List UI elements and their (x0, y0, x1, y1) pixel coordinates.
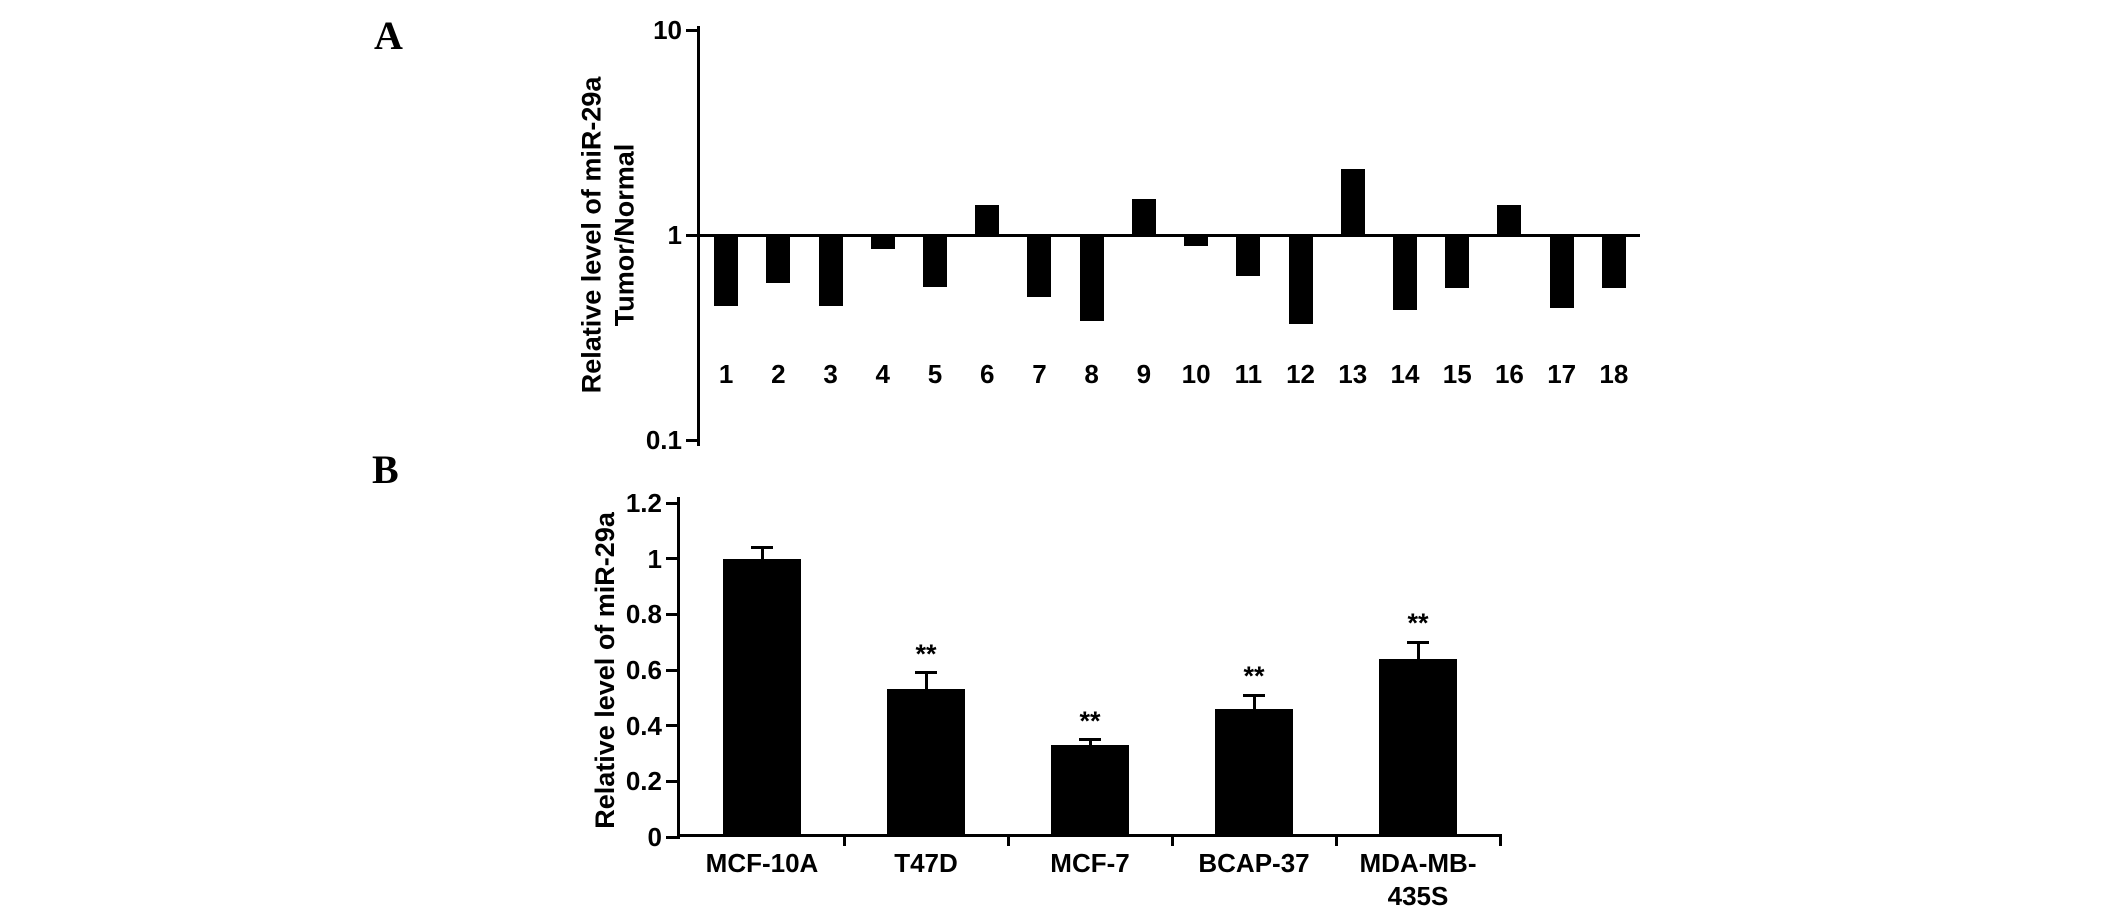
panel-a-x-tick-label: 17 (1547, 359, 1577, 389)
panel-b-x-tick (1334, 834, 1338, 846)
panel-a-x-tick-label: 18 (1599, 359, 1629, 389)
panel-b-y-tick-label: 0 (647, 822, 662, 852)
panel-b-x-tick (842, 834, 846, 846)
significance-marker-T47D: ** (915, 638, 937, 669)
significance-marker-BCAP-37: ** (1243, 661, 1265, 692)
panel-b-x-category-label: MCF-10A (705, 848, 819, 878)
bar-sample-17 (1549, 235, 1574, 309)
panel-b-y-tick-label: 0.8 (625, 599, 662, 630)
panel-a-x-tick-label: 10 (1181, 359, 1211, 389)
bar-sample-8 (1079, 235, 1104, 322)
panel-a-label: A (374, 13, 403, 58)
error-bar-line-BCAP-37 (1252, 695, 1256, 709)
bar-sample-10 (1184, 235, 1209, 247)
error-bar-cap-MDA-MB-435S (1407, 640, 1429, 644)
panel-b-y-tick (666, 779, 680, 783)
panel-b-x-tick (1006, 834, 1010, 846)
bar-sample-5 (923, 235, 947, 287)
panel-b-y-tick (666, 724, 680, 728)
panel-a-y-tick-label: 1 (667, 220, 682, 250)
panel-b-x-tick (1498, 834, 1502, 846)
bar-BCAP-37 (1215, 708, 1293, 834)
panel-b-y-tick-label: 1.2 (625, 488, 662, 518)
panel-a-y-tick-label: 0.1 (645, 425, 682, 455)
panel-a-x-tick-label: 15 (1442, 359, 1472, 389)
error-bar-line-MDA-MB-435S (1416, 642, 1420, 659)
error-bar-line-MCF-10A (760, 547, 764, 559)
bar-T47D (887, 689, 965, 834)
panel-b-y-axis-line (677, 497, 680, 837)
panel-a-y-tick (686, 438, 700, 442)
bar-sample-12 (1288, 235, 1313, 324)
panel-b-x-category-label: MDA-MB-435S (1359, 848, 1477, 911)
panel-a-x-tick-label: 6 (979, 359, 995, 389)
panel-b-y-tick (666, 835, 680, 839)
panel-b-y-tick (666, 557, 680, 561)
error-bar-cap-BCAP-37 (1243, 693, 1265, 697)
significance-marker-MCF-7: ** (1079, 705, 1101, 736)
bar-MCF-7 (1051, 745, 1129, 834)
error-bar-line-T47D (924, 672, 928, 690)
panel-a-y-tick (686, 28, 700, 32)
panel-b-y-tick (666, 501, 680, 505)
bar-sample-15 (1445, 235, 1470, 289)
bar-sample-3 (818, 235, 843, 307)
panel-a-x-tick-label: 4 (875, 359, 890, 389)
panel-b-y-tick (666, 668, 680, 672)
significance-marker-MDA-MB-435S: ** (1407, 608, 1429, 639)
panel-a-x-tick-label: 9 (1136, 359, 1152, 389)
panel-b-y-tick-label: 0.4 (625, 710, 662, 741)
panel-a-y-tick-label: 10 (653, 15, 682, 45)
panel-a-x-tick-label: 1 (718, 359, 734, 389)
panel-b-y-tick-label: 0.6 (625, 655, 662, 685)
panel-b-x-category-label: MCF-7 (1050, 848, 1130, 878)
error-bar-cap-MCF-7 (1079, 738, 1101, 742)
error-bar-cap-T47D (915, 671, 937, 675)
error-bar-line-MCF-7 (1088, 739, 1092, 746)
panel-a-x-tick-label: 7 (1032, 359, 1047, 389)
panel-a-x-tick-label: 11 (1234, 359, 1263, 389)
panel-a-x-tick-label: 13 (1338, 359, 1368, 389)
bar-sample-1 (714, 235, 739, 307)
panel-a-x-tick-label: 3 (823, 359, 838, 389)
bar-sample-14 (1393, 235, 1417, 311)
error-bar-cap-MCF-10A (751, 546, 773, 550)
panel-a-x-tick-label: 14 (1390, 359, 1420, 389)
bar-sample-2 (766, 235, 791, 284)
panel-a-x-tick-label: 2 (771, 359, 786, 389)
panel-b-x-category-label: BCAP-37 (1198, 848, 1310, 878)
bar-sample-11 (1236, 235, 1261, 277)
panel-b-y-tick (666, 612, 680, 616)
panel-b-y-tick-label: 0.2 (625, 766, 662, 797)
panel-a-x-tick-label: 5 (927, 359, 943, 389)
panel-b-x-category-label: T47D (894, 848, 958, 878)
panel-a-plot: 10 1 0.1 1 2 3 4 5 6 7 8 9 10 11 12 13 14 15 16 17 18 (646, 17, 1640, 453)
panel-a-x-tick-label: 12 (1286, 359, 1315, 389)
bar-MCF-10A (723, 558, 801, 834)
panel-b-y-tick-label: 1 (647, 543, 662, 574)
panel-a-x-tick-label: 16 (1494, 359, 1524, 389)
panel-b-label: B (372, 447, 399, 492)
panel-a-baseline (700, 233, 1640, 237)
bar-sample-18 (1601, 235, 1626, 289)
bar-sample-6 (975, 205, 1000, 235)
bar-sample-13 (1340, 168, 1365, 235)
bar-sample-4 (870, 235, 895, 250)
panel-b-x-tick (1170, 834, 1174, 846)
panel-a-y-tick (686, 233, 700, 237)
bar-sample-9 (1131, 198, 1156, 235)
bar-MDA-MB-435S (1379, 658, 1457, 834)
panel-b-plot: 0 0.2 0.4 0.6 0.8 1 1.2 MCF-10A ** T47D ** MCF-7 ** B… (626, 490, 1502, 911)
bar-sample-16 (1497, 205, 1522, 235)
panel-b-x-axis-line (677, 834, 1500, 837)
panel-a-x-tick-label: 8 (1084, 359, 1099, 389)
bar-sample-7 (1027, 235, 1052, 297)
